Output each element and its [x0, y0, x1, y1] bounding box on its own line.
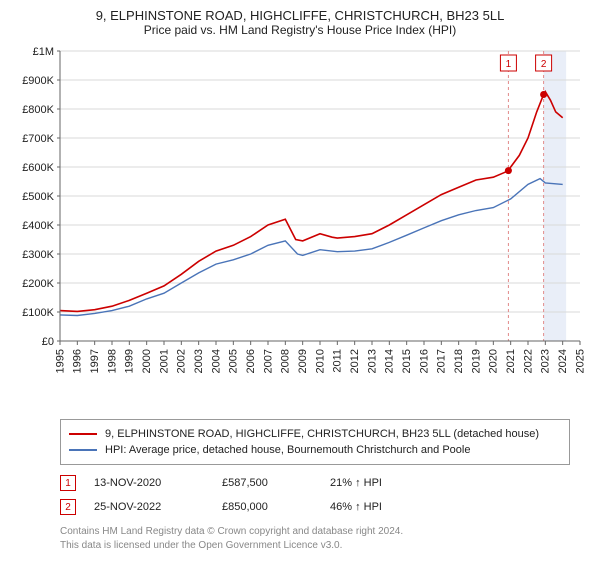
sale-marker: 2 [60, 499, 76, 515]
x-tick-label: 2004 [210, 349, 222, 373]
x-tick-label: 2024 [557, 349, 569, 373]
sale-marker: 1 [60, 475, 76, 491]
sale-price: £587,500 [222, 477, 312, 489]
x-tick-label: 2005 [228, 349, 240, 373]
sale-marker-number: 2 [541, 59, 547, 70]
legend-label: 9, ELPHINSTONE ROAD, HIGHCLIFFE, CHRISTC… [105, 428, 539, 440]
x-tick-label: 2011 [332, 349, 344, 373]
sale-delta: 21% ↑ HPI [330, 477, 440, 489]
sale-delta: 46% ↑ HPI [330, 501, 440, 513]
x-tick-label: 2021 [505, 349, 517, 373]
x-tick-label: 2018 [453, 349, 465, 373]
y-tick-label: £600K [22, 162, 54, 174]
x-tick-label: 2007 [262, 349, 274, 373]
x-tick-label: 2020 [488, 349, 500, 373]
x-tick-label: 2008 [280, 349, 292, 373]
x-tick-label: 1999 [124, 349, 136, 373]
x-tick-label: 2025 [574, 349, 586, 373]
sale-date: 25-NOV-2022 [94, 501, 204, 513]
legend: 9, ELPHINSTONE ROAD, HIGHCLIFFE, CHRISTC… [60, 419, 570, 465]
x-tick-label: 2003 [193, 349, 205, 373]
x-tick-label: 2017 [436, 349, 448, 373]
x-tick-label: 2022 [522, 349, 534, 373]
sale-price: £850,000 [222, 501, 312, 513]
x-tick-label: 2009 [297, 349, 309, 373]
x-tick-label: 2000 [141, 349, 153, 373]
sale-row: 1 13-NOV-2020 £587,500 21% ↑ HPI [60, 471, 570, 495]
legend-item: HPI: Average price, detached house, Bour… [69, 442, 561, 458]
x-tick-label: 1995 [54, 349, 66, 373]
y-tick-label: £200K [22, 278, 54, 290]
x-tick-label: 2019 [470, 349, 482, 373]
x-tick-label: 1997 [89, 349, 101, 373]
y-tick-label: £500K [22, 191, 54, 203]
y-tick-label: £800K [22, 104, 54, 116]
sale-date: 13-NOV-2020 [94, 477, 204, 489]
legend-label: HPI: Average price, detached house, Bour… [105, 444, 470, 456]
y-tick-label: £0 [42, 336, 54, 348]
sale-marker-number: 1 [506, 59, 512, 70]
x-tick-label: 1998 [106, 349, 118, 373]
y-tick-label: £100K [22, 307, 54, 319]
x-tick-label: 2010 [314, 349, 326, 373]
chart-area: 1 2 £0 £100K £200K £300K £400K £500K £600K £700K £… [0, 41, 600, 411]
x-tick-label: 2015 [401, 349, 413, 373]
copyright-footer: Contains HM Land Registry data © Crown c… [60, 525, 570, 552]
x-tick-label: 2012 [349, 349, 361, 373]
x-tick-label: 2001 [158, 349, 170, 373]
x-tick-label: 2014 [384, 349, 396, 373]
x-tick-label: 1996 [72, 349, 84, 373]
chart-title: 9, ELPHINSTONE ROAD, HIGHCLIFFE, CHRISTC… [0, 0, 600, 23]
y-tick-label: £1M [33, 46, 54, 58]
chart-subtitle: Price paid vs. HM Land Registry's House … [0, 23, 600, 41]
y-tick-label: £300K [22, 249, 54, 261]
legend-swatch [69, 449, 97, 451]
x-tick-label: 2013 [366, 349, 378, 373]
x-tick-label: 2023 [540, 349, 552, 373]
footer-line: This data is licensed under the Open Gov… [60, 539, 570, 553]
y-tick-label: £400K [22, 220, 54, 232]
figure: 9, ELPHINSTONE ROAD, HIGHCLIFFE, CHRISTC… [0, 0, 600, 552]
legend-item: 9, ELPHINSTONE ROAD, HIGHCLIFFE, CHRISTC… [69, 426, 561, 442]
x-tick-label: 2006 [245, 349, 257, 373]
x-tick-label: 2002 [176, 349, 188, 373]
footer-line: Contains HM Land Registry data © Crown c… [60, 525, 570, 539]
line-chart: 1 2 £0 £100K £200K £300K £400K £500K £600K £700K £… [0, 41, 600, 411]
x-tick-label: 2016 [418, 349, 430, 373]
sale-row: 2 25-NOV-2022 £850,000 46% ↑ HPI [60, 495, 570, 519]
y-tick-label: £700K [22, 133, 54, 145]
sales-table: 1 13-NOV-2020 £587,500 21% ↑ HPI 2 25-NOV-202… [60, 471, 570, 519]
y-tick-label: £900K [22, 75, 54, 87]
legend-swatch [69, 433, 97, 435]
